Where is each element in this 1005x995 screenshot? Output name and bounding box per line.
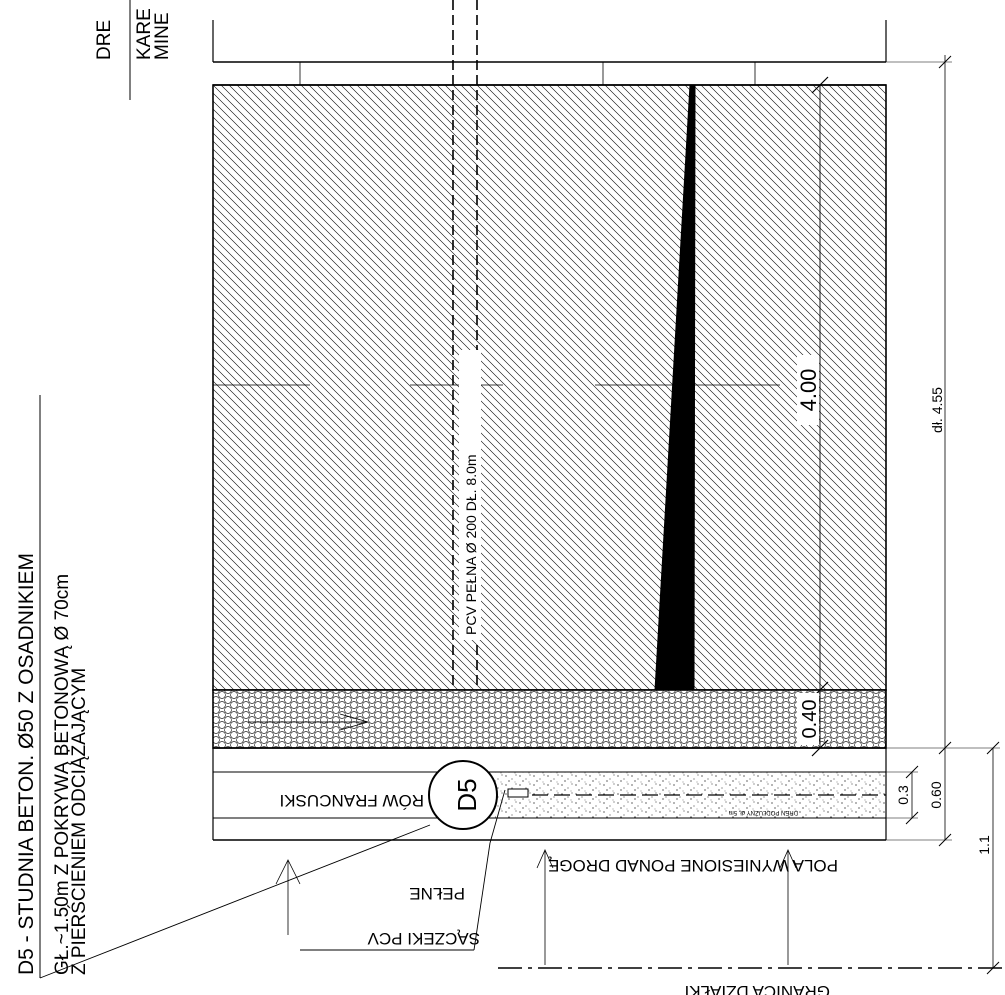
dim-ditch-width: 0.3 (895, 785, 911, 805)
dim-total-length: dł. 4.55 (929, 387, 945, 433)
pipes-label-line1: SĄCZEKI PCV (367, 929, 480, 948)
legend-line1: GŁ.~1.50m Z POKRYWĄ BETONOWĄ Ø 70cm (52, 574, 73, 975)
pipe-label: PCV PEŁNA Ø 200 DŁ. 8.0m (463, 454, 479, 635)
pipes-label-line2: PEŁNE (409, 884, 465, 903)
dimension-total (886, 55, 952, 748)
ditch-label: RÓW FRANCUSKI (280, 791, 425, 810)
legend-title: D5 - STUDNIA BETON. Ø50 Z OSADNIKIEM (15, 553, 38, 975)
field-arrows (275, 849, 797, 965)
legend-block: D5 - STUDNIA BETON. Ø50 Z OSADNIKIEM GŁ.… (15, 395, 90, 978)
leader-lines (39, 789, 506, 979)
dim-strip-width: 0.60 (928, 781, 944, 808)
dimension-ditch (886, 765, 919, 825)
drain-small-label: DREN PODŁUŻNY dł. 5m (729, 809, 798, 816)
boundary-label: GRANICA DZIAŁKI (685, 982, 830, 995)
dim-to-boundary: 1.1 (976, 835, 992, 855)
dim-main-length: 4.00 (796, 369, 821, 412)
top-right-labels: DRE KARE MINE (94, 0, 173, 100)
gravel-arrow (248, 713, 369, 731)
legend-line2: Z PIERŚCIENIEM ODCIĄŻAJĄCYM (68, 668, 90, 975)
dimension-boundary (886, 741, 1000, 975)
top-right-label-2: KARE (134, 8, 155, 60)
drain-connector (507, 788, 529, 798)
top-right-label-3: MINE (152, 13, 173, 61)
well-label: D5 (452, 778, 482, 811)
well-d5: D5 (428, 760, 498, 830)
fields-label: POLA WYNIESIONE PONAD DROGĘ (548, 856, 838, 875)
dim-gravel: 0.40 (799, 700, 821, 739)
top-right-label-1: DRE (94, 20, 115, 60)
hatched-soil-field (212, 84, 887, 691)
road-edge (212, 20, 887, 86)
